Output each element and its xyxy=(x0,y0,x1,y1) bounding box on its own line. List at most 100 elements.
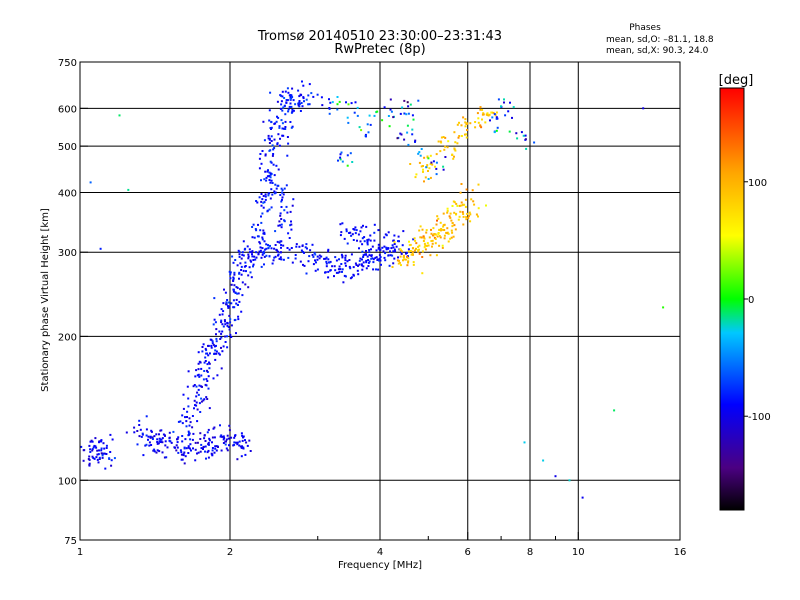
data-point xyxy=(339,158,342,161)
x-tick-label: 16 xyxy=(674,547,687,558)
data-point xyxy=(287,256,290,259)
data-point xyxy=(162,433,165,436)
data-point xyxy=(260,179,262,182)
data-point xyxy=(368,114,371,117)
data-point xyxy=(448,215,451,218)
data-point xyxy=(427,170,429,172)
data-point xyxy=(100,449,103,452)
data-point xyxy=(397,256,399,259)
data-point xyxy=(305,98,308,101)
data-point xyxy=(325,262,328,265)
data-point xyxy=(495,116,498,119)
data-point xyxy=(103,452,106,455)
data-point xyxy=(286,99,289,102)
data-point xyxy=(366,255,369,258)
data-point xyxy=(384,252,387,255)
data-point xyxy=(491,116,494,119)
data-point xyxy=(215,352,218,355)
data-point xyxy=(481,108,484,111)
data-point xyxy=(264,153,267,156)
data-point xyxy=(100,440,103,443)
data-point xyxy=(421,272,424,275)
data-point xyxy=(407,260,410,263)
data-point xyxy=(509,101,511,104)
data-point xyxy=(383,236,386,239)
data-point xyxy=(275,164,278,167)
data-point xyxy=(475,213,478,216)
data-point xyxy=(208,439,211,442)
data-point xyxy=(435,173,438,176)
data-point xyxy=(462,223,465,226)
data-point xyxy=(368,254,371,257)
data-point xyxy=(290,220,292,223)
data-point xyxy=(241,434,244,437)
data-point xyxy=(407,112,410,115)
data-point xyxy=(348,259,351,261)
data-point xyxy=(422,235,425,238)
data-point xyxy=(228,270,231,273)
data-point xyxy=(346,116,349,119)
data-point xyxy=(261,150,264,152)
data-point xyxy=(247,286,250,289)
data-point xyxy=(260,265,263,268)
data-point xyxy=(430,228,432,231)
data-point xyxy=(423,180,425,183)
data-point xyxy=(456,123,459,126)
data-point xyxy=(200,443,203,446)
data-point xyxy=(339,156,342,159)
data-point xyxy=(263,255,266,258)
data-point xyxy=(225,303,228,306)
data-point xyxy=(291,261,294,264)
data-point xyxy=(284,126,287,128)
data-point xyxy=(294,257,297,260)
data-point xyxy=(458,135,461,137)
data-point xyxy=(280,206,283,208)
data-point xyxy=(325,265,328,268)
data-point xyxy=(101,454,104,457)
data-point xyxy=(378,259,381,262)
data-point xyxy=(199,411,202,413)
data-point xyxy=(291,87,294,90)
data-point xyxy=(349,277,352,280)
data-point xyxy=(221,350,224,353)
data-point xyxy=(343,237,346,240)
data-point xyxy=(320,96,323,99)
data-point xyxy=(407,250,410,253)
x-tick-label: 2 xyxy=(227,547,233,558)
data-point xyxy=(97,453,100,456)
y-tick-label: 200 xyxy=(58,332,77,343)
data-point xyxy=(229,273,232,276)
data-point xyxy=(406,131,409,134)
data-point xyxy=(431,245,433,248)
stats-o-mode: mean, sd,O: –81.1, 18.8 xyxy=(606,35,714,45)
data-point xyxy=(454,141,457,144)
data-point xyxy=(290,223,293,226)
data-point xyxy=(275,187,278,190)
data-point xyxy=(257,223,259,226)
data-point xyxy=(259,246,262,249)
data-point xyxy=(454,149,457,152)
data-point xyxy=(321,104,324,107)
data-point xyxy=(464,121,467,124)
data-point xyxy=(373,114,376,117)
data-point xyxy=(341,256,344,259)
data-point xyxy=(333,275,335,278)
data-point xyxy=(100,452,103,455)
chart-title-line2: RwPretec (8p) xyxy=(334,42,425,57)
data-point xyxy=(492,111,495,114)
data-point xyxy=(226,335,228,338)
data-point xyxy=(301,105,304,108)
data-point xyxy=(87,458,90,460)
x-tick-label: 6 xyxy=(465,547,471,558)
data-point xyxy=(194,448,197,451)
data-point xyxy=(237,249,240,252)
data-point xyxy=(341,160,344,163)
data-point xyxy=(166,446,169,449)
data-point xyxy=(233,443,236,446)
data-point xyxy=(460,204,463,207)
data-point xyxy=(265,243,268,246)
data-point xyxy=(175,449,178,452)
data-point xyxy=(183,451,186,454)
data-point xyxy=(435,161,438,164)
data-point xyxy=(423,156,426,159)
